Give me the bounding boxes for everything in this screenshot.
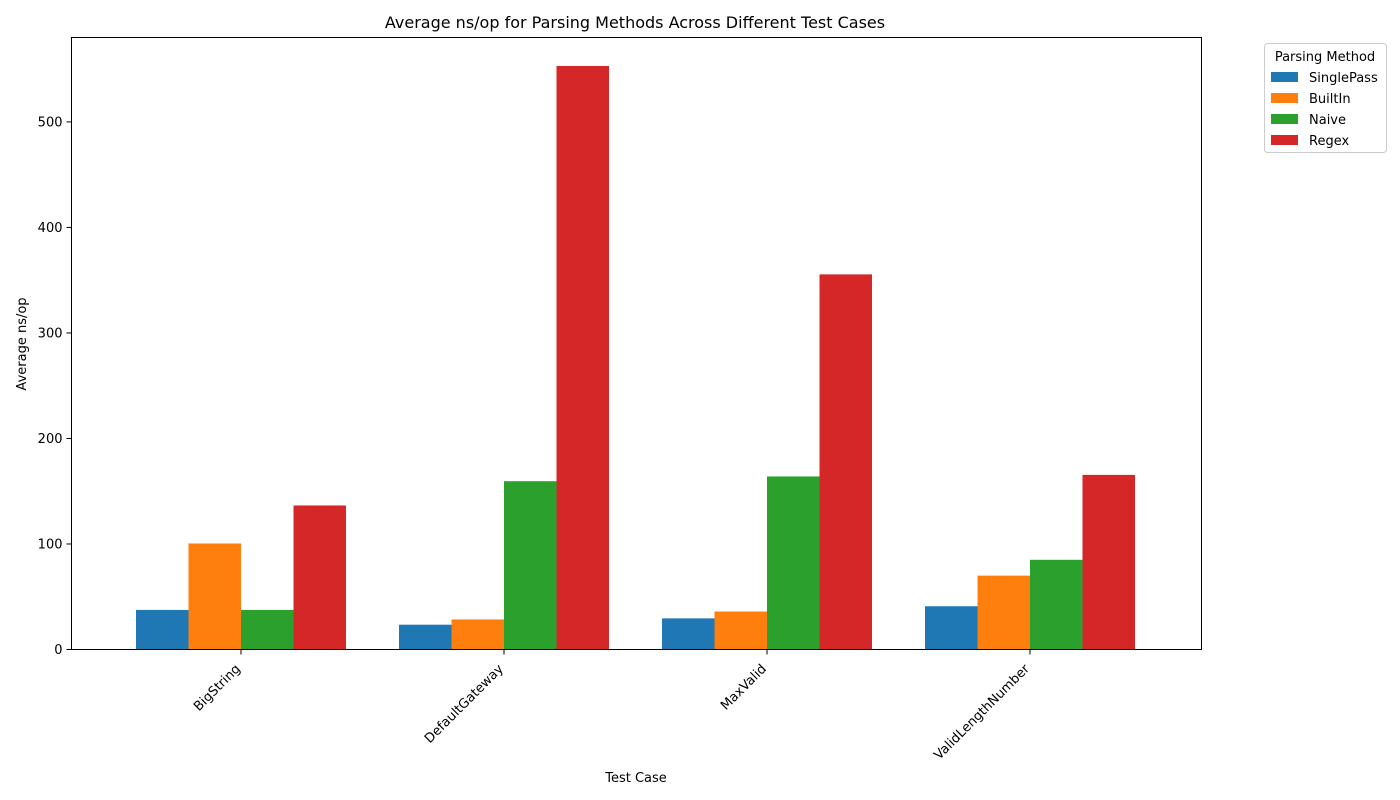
y-tick-label: 100 <box>38 537 63 552</box>
bar-singlepass-bigstring <box>136 609 189 650</box>
x-tick-label: MaxValid <box>718 662 770 714</box>
bar-naive-validlengthnumber <box>1030 559 1083 650</box>
legend: Parsing Method SinglePass BuiltIn Naive Reg… <box>1264 43 1387 153</box>
bar-builtin-maxvalid <box>714 611 767 650</box>
legend-label-builtin: BuiltIn <box>1309 92 1351 107</box>
bar-naive-bigstring <box>241 609 294 650</box>
x-tick-label: ValidLengthNumber <box>931 661 1033 763</box>
y-tick-label: 200 <box>38 432 63 447</box>
legend-swatch-regex <box>1271 135 1298 145</box>
y-tick-label: 300 <box>38 326 63 341</box>
legend-frame <box>1264 43 1387 153</box>
plot-area <box>71 37 1202 650</box>
bar-singlepass-validlengthnumber <box>925 606 978 650</box>
x-axis: BigString DefaultGateway MaxValid ValidLeng… <box>191 649 1033 763</box>
x-tick-label: DefaultGateway <box>422 662 507 747</box>
plot-frame <box>71 37 1202 650</box>
bar-builtin-defaultgateway <box>451 619 504 650</box>
y-axis-label: Average ns/op <box>15 297 30 390</box>
bar-builtin-validlengthnumber <box>977 575 1030 650</box>
bars-group <box>136 65 1135 650</box>
bar-regex-defaultgateway <box>556 65 609 650</box>
bar-singlepass-maxvalid <box>662 618 715 650</box>
y-tick-label: 500 <box>38 115 63 130</box>
legend-swatch-singlepass <box>1271 72 1298 82</box>
x-tick-label: BigString <box>191 662 244 715</box>
legend-label-singlepass: SinglePass <box>1309 71 1378 86</box>
bar-regex-validlengthnumber <box>1082 474 1135 650</box>
y-axis: 0 100 200 300 400 500 <box>38 115 72 658</box>
bar-regex-maxvalid <box>819 274 872 650</box>
legend-swatch-builtin <box>1271 93 1298 103</box>
legend-label-regex: Regex <box>1309 134 1349 149</box>
bar-singlepass-defaultgateway <box>399 624 452 650</box>
chart-title: Average ns/op for Parsing Methods Across… <box>385 13 885 32</box>
x-axis-label: Test Case <box>604 771 667 786</box>
legend-swatch-naive <box>1271 114 1298 124</box>
bar-naive-maxvalid <box>767 476 820 650</box>
legend-items: SinglePass BuiltIn Naive Regex <box>1271 71 1378 149</box>
bar-builtin-bigstring <box>188 543 241 650</box>
y-tick-label: 0 <box>54 643 62 658</box>
bar-naive-defaultgateway <box>504 481 557 650</box>
y-tick-label: 400 <box>38 221 63 236</box>
legend-title: Parsing Method <box>1275 50 1375 65</box>
legend-label-naive: Naive <box>1309 113 1346 128</box>
bar-regex-bigstring <box>293 505 346 650</box>
